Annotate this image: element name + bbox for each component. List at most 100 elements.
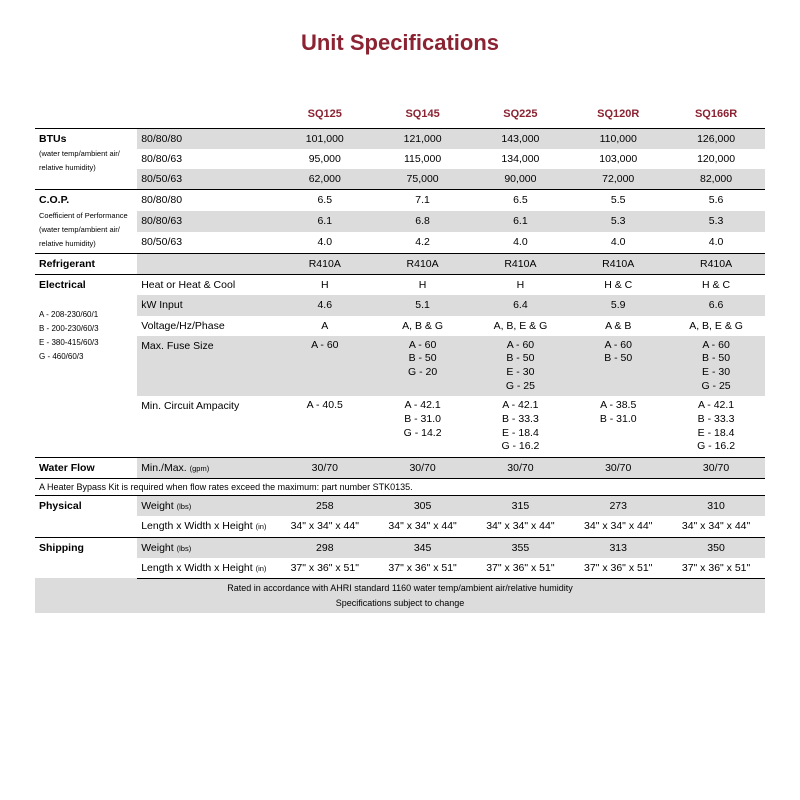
cell: 34" x 34" x 44"	[667, 516, 765, 537]
cell: 258	[276, 496, 374, 517]
cell: 115,000	[374, 149, 472, 169]
cell: 305	[374, 496, 472, 517]
cell: A	[276, 316, 374, 336]
cell: 4.2	[374, 232, 472, 253]
cell: A - 42.1 B - 33.3 E - 18.4 G - 16.2	[667, 396, 765, 457]
cell: H	[472, 275, 570, 296]
cell: H	[374, 275, 472, 296]
cell: R410A	[472, 254, 570, 275]
cell: 134,000	[472, 149, 570, 169]
table-row: 80/80/63 95,000 115,000 134,000 103,000 …	[35, 149, 765, 169]
cell: A, B, E & G	[667, 316, 765, 336]
cell: 37" x 36" x 51"	[472, 558, 570, 579]
cond-label: 80/80/63	[137, 211, 276, 232]
cell: 121,000	[374, 128, 472, 149]
cell: 4.6	[276, 295, 374, 315]
cell: 5.9	[569, 295, 667, 315]
note-row: A Heater Bypass Kit is required when flo…	[35, 479, 765, 496]
cell: 5.3	[569, 211, 667, 232]
cell: 72,000	[569, 169, 667, 190]
cell: 34" x 34" x 44"	[472, 516, 570, 537]
table-row: Physical Weight (lbs) 258 305 315 273 31…	[35, 496, 765, 517]
header-row: SQ125 SQ145 SQ225 SQ120R SQ166R	[35, 101, 765, 128]
cell: 34" x 34" x 44"	[569, 516, 667, 537]
cell: 6.1	[472, 211, 570, 232]
param-label: Min./Max. (gpm)	[137, 457, 276, 478]
cell: 310	[667, 496, 765, 517]
param-label: Weight (lbs)	[137, 537, 276, 558]
cell: H & C	[667, 275, 765, 296]
cell: 5.3	[667, 211, 765, 232]
cell: A, B & G	[374, 316, 472, 336]
cell: 37" x 36" x 51"	[374, 558, 472, 579]
section-label: C.O.P.	[39, 194, 69, 206]
table-row: 80/80/63 6.1 6.8 6.1 5.3 5.3	[35, 211, 765, 232]
cell: A - 60 B - 50 G - 20	[374, 336, 472, 397]
section-sublabel: Coefficient of Performance	[39, 211, 128, 220]
footnote2: Specifications subject to change	[35, 594, 765, 613]
section-label: Water Flow	[35, 457, 137, 478]
table-row: Length x Width x Height (in) 34" x 34" x…	[35, 516, 765, 537]
section-label: Physical	[35, 496, 137, 537]
cell: 5.5	[569, 190, 667, 211]
model-header: SQ125	[276, 101, 374, 128]
section-note: (water temp/ambient air/ relative humidi…	[39, 225, 120, 248]
cell: A & B	[569, 316, 667, 336]
cell: 4.0	[276, 232, 374, 253]
section-label: BTUs	[39, 133, 66, 145]
param-label: Length x Width x Height (in)	[137, 558, 276, 579]
cell: 5.6	[667, 190, 765, 211]
cell: 7.1	[374, 190, 472, 211]
footnote-row: Specifications subject to change	[35, 594, 765, 613]
cell: 6.1	[276, 211, 374, 232]
cell: 30/70	[667, 457, 765, 478]
cell: 75,000	[374, 169, 472, 190]
cell: 62,000	[276, 169, 374, 190]
model-header: SQ120R	[569, 101, 667, 128]
cell: 298	[276, 537, 374, 558]
cell: 103,000	[569, 149, 667, 169]
spec-table: SQ125 SQ145 SQ225 SQ120R SQ166R BTUs (wa…	[35, 101, 765, 613]
cell: 6.5	[276, 190, 374, 211]
cell: 120,000	[667, 149, 765, 169]
cell: 6.5	[472, 190, 570, 211]
cell: 90,000	[472, 169, 570, 190]
cell: 6.8	[374, 211, 472, 232]
page-title: Unit Specifications	[35, 30, 765, 56]
table-row: 80/50/63 62,000 75,000 90,000 72,000 82,…	[35, 169, 765, 190]
cell: A - 60	[276, 336, 374, 397]
param-label: kW Input	[137, 295, 276, 315]
table-row: BTUs (water temp/ambient air/ relative h…	[35, 128, 765, 149]
cond-label: 80/50/63	[137, 169, 276, 190]
table-row: 80/50/63 4.0 4.2 4.0 4.0 4.0	[35, 232, 765, 253]
section-note: (water temp/ambient air/ relative humidi…	[39, 149, 120, 172]
cell: A - 60 B - 50	[569, 336, 667, 397]
table-row: kW Input 4.6 5.1 6.4 5.9 6.6	[35, 295, 765, 315]
cell: A - 40.5	[276, 396, 374, 457]
cell: A - 60 B - 50 E - 30 G - 25	[472, 336, 570, 397]
table-row: Water Flow Min./Max. (gpm) 30/70 30/70 3…	[35, 457, 765, 478]
model-header: SQ145	[374, 101, 472, 128]
cell: 4.0	[472, 232, 570, 253]
cell: 37" x 36" x 51"	[667, 558, 765, 579]
model-header: SQ225	[472, 101, 570, 128]
cell: 30/70	[472, 457, 570, 478]
table-row: Voltage/Hz/Phase A A, B & G A, B, E & G …	[35, 316, 765, 336]
cell: 101,000	[276, 128, 374, 149]
cell: 4.0	[569, 232, 667, 253]
cell: A - 42.1 B - 31.0 G - 14.2	[374, 396, 472, 457]
footnote1: Rated in accordance with AHRI standard 1…	[35, 578, 765, 594]
cell: 34" x 34" x 44"	[374, 516, 472, 537]
cell: 110,000	[569, 128, 667, 149]
cell: 95,000	[276, 149, 374, 169]
cond-label: 80/80/63	[137, 149, 276, 169]
section-label: Shipping	[35, 537, 137, 578]
cell: 30/70	[276, 457, 374, 478]
section-label: Electrical	[39, 279, 86, 291]
cell: 37" x 36" x 51"	[569, 558, 667, 579]
cell: 345	[374, 537, 472, 558]
table-row: Electrical A - 208-230/60/1 B - 200-230/…	[35, 275, 765, 296]
param-label: Weight (lbs)	[137, 496, 276, 517]
cell: 350	[667, 537, 765, 558]
cell: 5.1	[374, 295, 472, 315]
